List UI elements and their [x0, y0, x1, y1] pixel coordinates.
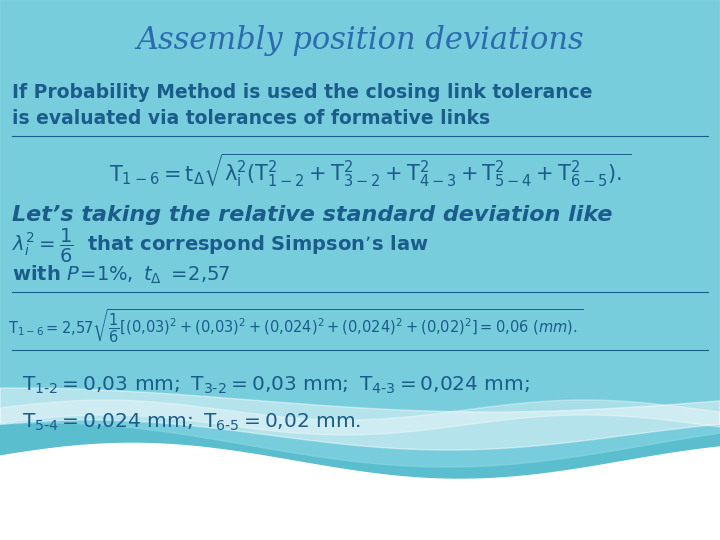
Text: $\lambda_i^2 = \dfrac{1}{6}$  that correspond Simpson’s law: $\lambda_i^2 = \dfrac{1}{6}$ that corres…	[12, 227, 428, 265]
Text: $\mathrm{T_{5\text{-}4} = 0{,}024\ mm;\ T_{6\text{-}5} = 0{,}02\ mm.}$: $\mathrm{T_{5\text{-}4} = 0{,}024\ mm;\ …	[22, 411, 361, 433]
Text: $\mathrm{T_{1\text{-}2} = 0{,}03\ mm;\ T_{3\text{-}2} = 0{,}03\ mm;\ T_{4\text{-: $\mathrm{T_{1\text{-}2} = 0{,}03\ mm;\ T…	[22, 374, 530, 396]
Text: $\mathrm{T_{1-6} = 2{,}57}\sqrt{\dfrac{1}{6}\mathrm{[(0{,}03)^2 + (0{,}03)^2 + (: $\mathrm{T_{1-6} = 2{,}57}\sqrt{\dfrac{1…	[8, 307, 584, 345]
Text: with $\mathit{P}\!=\!1\%\mathit{,\ t_{\Delta}}\ =\!2{,}57$: with $\mathit{P}\!=\!1\%\mathit{,\ t_{\D…	[12, 264, 230, 286]
Text: is evaluated via tolerances of formative links: is evaluated via tolerances of formative…	[12, 109, 490, 127]
Text: Let’s taking the relative standard deviation like: Let’s taking the relative standard devia…	[12, 205, 613, 225]
Text: Assembly position deviations: Assembly position deviations	[136, 24, 584, 56]
Text: If Probability Method is used the closing link tolerance: If Probability Method is used the closin…	[12, 83, 593, 102]
Text: $\mathrm{T_{1-6} = t_{\Delta}\sqrt{\lambda_i^2(T_{1-2}^2 + T_{3-2}^2 + T_{4-3}^2: $\mathrm{T_{1-6} = t_{\Delta}\sqrt{\lamb…	[109, 151, 631, 189]
